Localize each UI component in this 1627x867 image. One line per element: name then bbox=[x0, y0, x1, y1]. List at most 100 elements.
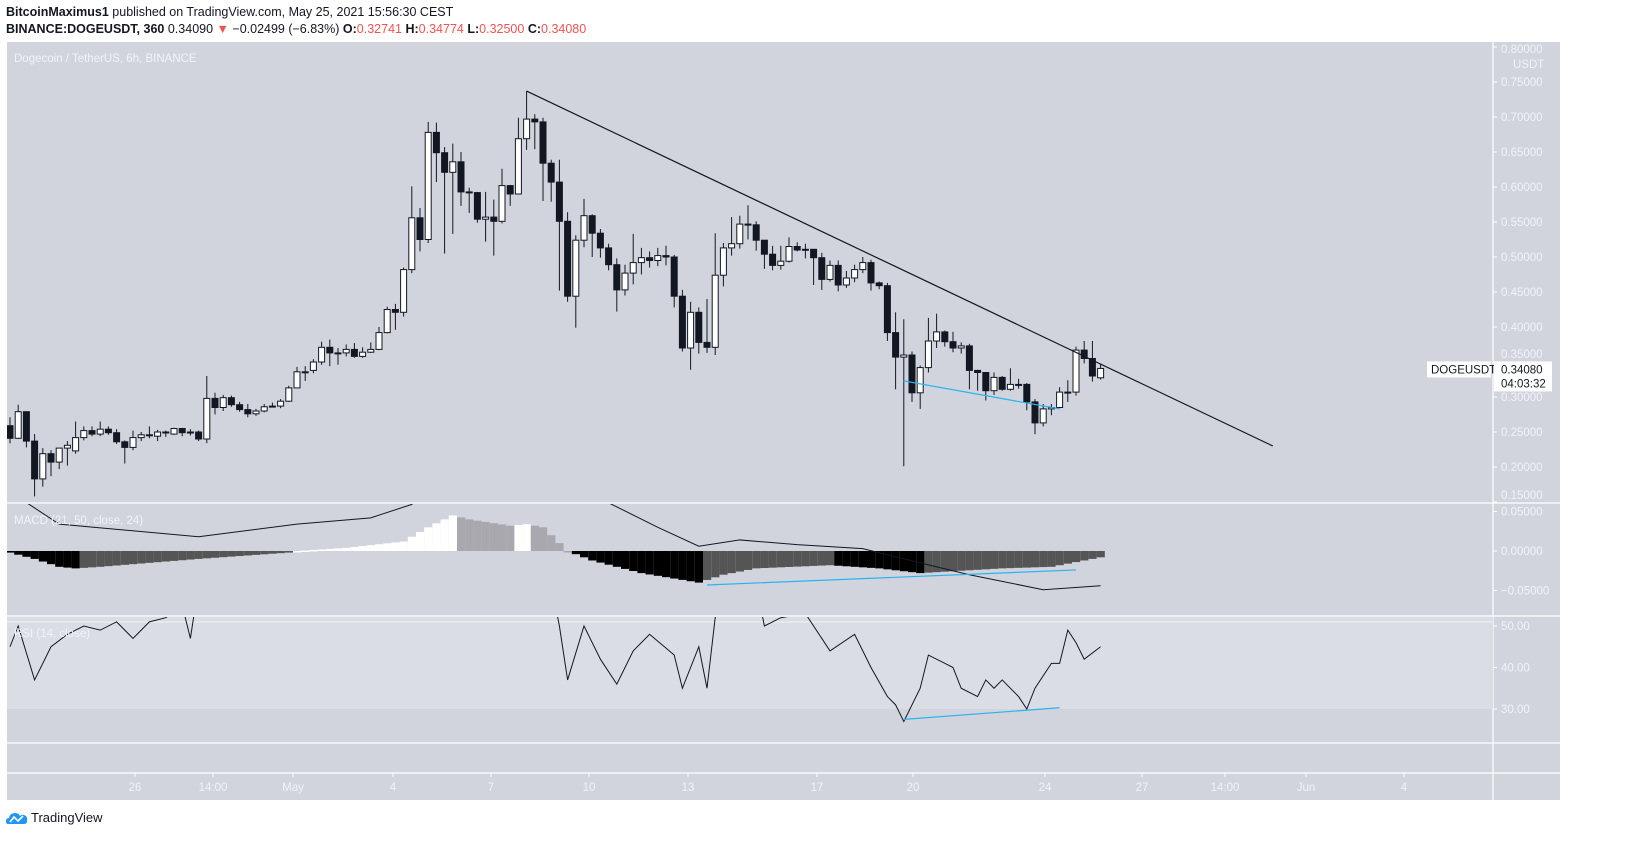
macd-histogram-bar bbox=[678, 551, 687, 580]
candle bbox=[514, 117, 522, 195]
candle-body bbox=[145, 434, 153, 437]
candle-body bbox=[760, 239, 768, 255]
macd-histogram-bar bbox=[940, 551, 949, 572]
candle-body bbox=[383, 309, 391, 334]
candle bbox=[31, 434, 39, 497]
candle bbox=[646, 251, 654, 268]
candle bbox=[22, 411, 30, 448]
macd-histogram-bar bbox=[129, 551, 138, 565]
macd-histogram-bar bbox=[457, 517, 466, 551]
macd-histogram-bar bbox=[145, 551, 154, 563]
candle-body bbox=[769, 253, 777, 266]
candle bbox=[72, 421, 80, 454]
macd-histogram-bar bbox=[112, 551, 121, 566]
candle bbox=[908, 351, 916, 402]
macd-histogram-bar bbox=[161, 551, 170, 562]
candle bbox=[408, 186, 416, 274]
tradingview-logo[interactable]: TradingView bbox=[6, 810, 103, 825]
candle-body bbox=[834, 264, 842, 286]
macd-histogram-bar bbox=[785, 551, 794, 567]
macd-histogram-bar bbox=[260, 551, 269, 555]
macd-histogram-bar bbox=[670, 551, 679, 579]
time-tick-label: 13 bbox=[682, 782, 695, 794]
macd-histogram-bar bbox=[481, 521, 490, 551]
candle-body bbox=[580, 215, 588, 241]
candle-body bbox=[350, 348, 358, 357]
price-change: −0.02499 (−6.83%) bbox=[232, 22, 340, 36]
candle-body bbox=[121, 441, 129, 448]
candle bbox=[949, 331, 957, 353]
macd-histogram-bar bbox=[96, 551, 105, 567]
candle bbox=[564, 212, 572, 302]
publish-text: published on TradingView.com, May 25, 20… bbox=[112, 5, 454, 19]
candle-body bbox=[883, 285, 891, 334]
macd-histogram-bar bbox=[416, 532, 425, 551]
candle-body bbox=[908, 354, 916, 394]
macd-histogram-bar bbox=[63, 551, 72, 568]
candle bbox=[900, 319, 908, 467]
price-tick-label: 0.20000 bbox=[1501, 462, 1543, 474]
candle bbox=[719, 243, 727, 287]
candle-body bbox=[236, 404, 244, 411]
macd-histogram-bar bbox=[170, 551, 179, 561]
macd-plot bbox=[7, 504, 1105, 591]
price-tick-label: 0.65000 bbox=[1501, 147, 1543, 159]
candle-body bbox=[424, 131, 432, 240]
candle-body bbox=[924, 340, 932, 369]
macd-histogram-bar bbox=[399, 541, 408, 551]
macd-histogram-bar bbox=[325, 548, 334, 551]
candle-body bbox=[482, 216, 490, 220]
time-tick-label: 4 bbox=[1401, 782, 1408, 794]
time-tick-label: 14:00 bbox=[1211, 782, 1240, 794]
low-value: 0.32500 bbox=[479, 22, 525, 36]
candle-body bbox=[719, 247, 727, 276]
price-tick-label: 0.60000 bbox=[1501, 182, 1543, 194]
symbol-info: BINANCE:DOGEUSDT, 360 0.34090 ▼ −0.02499… bbox=[6, 22, 586, 36]
price-tick-label: 0.80000 bbox=[1501, 44, 1543, 56]
macd-histogram-bar bbox=[760, 551, 769, 569]
candle-body bbox=[621, 272, 629, 291]
candle bbox=[974, 369, 982, 391]
candle-body bbox=[14, 411, 22, 439]
rsi-line bbox=[9, 617, 1101, 723]
time-tick-label: 4 bbox=[390, 782, 397, 794]
candle bbox=[260, 404, 268, 413]
macd-histogram-bar bbox=[998, 551, 1007, 569]
macd-histogram-bar bbox=[71, 551, 80, 569]
candle-body bbox=[957, 345, 965, 349]
macd-histogram-bar bbox=[194, 551, 203, 559]
candle-body bbox=[449, 161, 457, 173]
macd-histogram-bar bbox=[1031, 551, 1040, 568]
macd-histogram-bar bbox=[506, 525, 515, 551]
macd-histogram-bar bbox=[1039, 551, 1048, 568]
candle bbox=[63, 441, 71, 466]
macd-histogram-bar bbox=[949, 551, 958, 572]
candle-body bbox=[990, 376, 998, 392]
candle-body bbox=[728, 243, 736, 249]
macd-tick-label: 0.05000 bbox=[1501, 507, 1543, 519]
macd-histogram-bar bbox=[711, 551, 720, 578]
candle-body bbox=[219, 397, 227, 409]
candle-body bbox=[572, 239, 580, 297]
candle-body bbox=[744, 223, 752, 226]
candle-body bbox=[1056, 391, 1064, 409]
candle bbox=[359, 347, 367, 358]
macd-tick-label: 0.00000 bbox=[1501, 546, 1543, 558]
macd-histogram-bar bbox=[990, 551, 999, 569]
candle bbox=[154, 429, 162, 442]
macd-histogram-bar bbox=[38, 551, 47, 562]
macd-histogram-bar bbox=[637, 551, 646, 574]
macd-histogram-bar bbox=[981, 551, 990, 570]
macd-histogram-bar bbox=[375, 544, 384, 551]
candle bbox=[728, 217, 736, 256]
author-name[interactable]: BitcoinMaximus1 bbox=[6, 5, 109, 19]
macd-histogram-bar bbox=[571, 551, 580, 555]
macd-histogram-bar bbox=[842, 551, 851, 567]
candle bbox=[137, 432, 145, 442]
candle-body bbox=[826, 264, 834, 280]
candle bbox=[769, 245, 777, 271]
candle-body bbox=[514, 138, 522, 195]
price-tick-label: 0.15000 bbox=[1501, 490, 1543, 502]
candle-body bbox=[842, 277, 850, 286]
